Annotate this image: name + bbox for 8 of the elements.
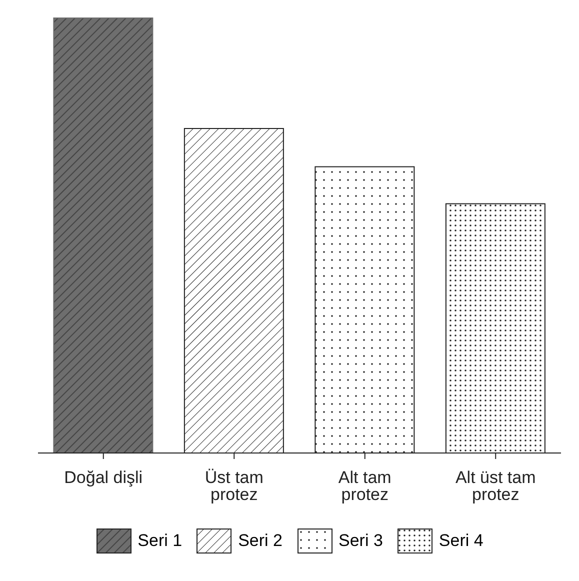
legend-label: Seri 2 xyxy=(238,531,282,551)
legend-label: Seri 3 xyxy=(338,531,383,551)
x-tick-label: Alt üst tam protez xyxy=(455,468,536,504)
x-tick-label: Alt tam protez xyxy=(338,468,392,504)
legend-label: Seri 4 xyxy=(438,531,484,551)
x-tick-label: Üst tam protez xyxy=(204,468,264,504)
x-tick-label: Doğal dişli xyxy=(64,468,143,488)
legend-label: Seri 1 xyxy=(138,531,182,551)
